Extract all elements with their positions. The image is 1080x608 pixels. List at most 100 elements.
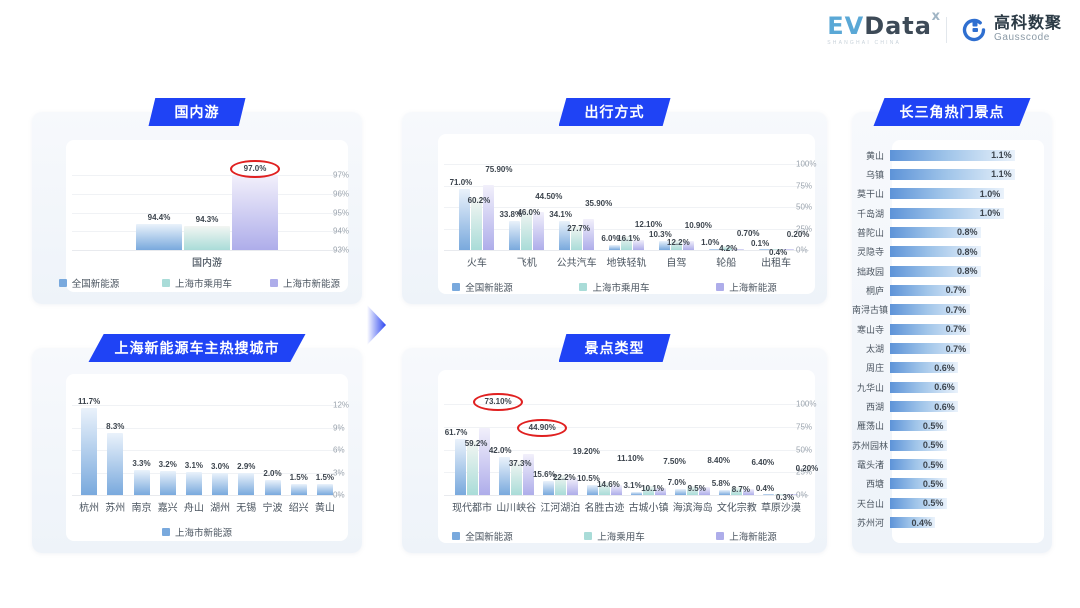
y-tick-label: 25% [796, 467, 813, 477]
attraction-bar-track: 0.7% [890, 343, 1036, 354]
bar-value-label: 0.20% [786, 229, 810, 239]
bar-value-label: 12.2% [667, 237, 690, 247]
gridline [444, 164, 809, 165]
bar [478, 428, 490, 495]
y-tick-label: 3% [333, 468, 345, 478]
bar [583, 219, 595, 250]
x-axis-line [72, 250, 342, 251]
bar-value-label: 61.7% [444, 427, 468, 437]
list-item[interactable]: 九华山 0.6% [852, 380, 1036, 394]
y-tick-label: 97% [333, 170, 350, 180]
bar [316, 483, 333, 495]
list-item[interactable]: 莫干山 1.0% [852, 187, 1036, 201]
attraction-bar [890, 362, 959, 374]
bar-value-label: 94.3% [195, 214, 219, 224]
bar [655, 488, 667, 495]
legend-swatch [161, 528, 170, 536]
list-item[interactable]: 乌镇 1.1% [852, 167, 1036, 181]
attraction-name: 拙政园 [856, 266, 884, 277]
list-item[interactable]: 西湖 0.6% [852, 400, 1036, 414]
x-axis-category-label: 出租车 [761, 258, 792, 269]
list-item[interactable]: 普陀山 0.8% [852, 225, 1036, 239]
legend-item[interactable]: 上海市新能源 [251, 276, 359, 290]
bar-value-label: 7.50% [663, 457, 686, 467]
list-item[interactable]: 鼋头渚 0.5% [852, 458, 1036, 472]
legend-item[interactable]: 上海市新能源 [137, 525, 257, 539]
bar-value-label: 34.1% [549, 209, 572, 219]
legend-item[interactable]: 全国新能源 [417, 529, 549, 543]
x-axis-category-label: 黄山 [314, 503, 335, 514]
gridline [444, 472, 809, 474]
bar-value-label: 11.7% [77, 396, 101, 406]
list-item[interactable]: 千岛湖 1.0% [852, 206, 1036, 220]
attraction-value-label: 0.6% [934, 401, 955, 412]
legend-travel-mode: 全国新能源 上海市乘用车 上海新能源 [402, 280, 827, 294]
list-item[interactable]: 拙政园 0.8% [852, 264, 1036, 278]
bar [542, 480, 554, 495]
list-item[interactable]: 苏州河 0.4% [852, 516, 1036, 530]
x-axis-category-label: 地铁轻轨 [606, 258, 647, 269]
attraction-name: 西湖 [865, 402, 884, 413]
y-tick-label: 50% [796, 445, 813, 454]
bar-value-label: 3.0% [210, 461, 230, 471]
x-axis-category-label: 宁波 [262, 503, 283, 514]
bar [264, 480, 281, 495]
bar-value-label: 12.10% [634, 219, 663, 229]
bar-value-label: 97.0% [243, 164, 267, 174]
chart-hot-search-cities [66, 374, 348, 541]
attraction-value-label: 0.4% [911, 517, 932, 528]
list-item[interactable]: 南浔古镇 0.7% [852, 303, 1036, 317]
attraction-value-label: 1.1% [991, 169, 1012, 180]
legend-item[interactable]: 上海市乘用车 [143, 276, 251, 290]
attraction-name: 普陀山 [856, 227, 884, 238]
attraction-bar [890, 188, 1004, 200]
attraction-name: 天台山 [856, 498, 884, 509]
gausscode-mark-icon [961, 17, 987, 43]
bar [631, 492, 643, 495]
y-tick-label: 0% [796, 245, 808, 255]
y-tick-label: 96% [333, 189, 350, 199]
bar-value-label: 35.90% [585, 199, 613, 209]
legend-item[interactable]: 全国新能源 [35, 276, 143, 290]
attraction-bar [890, 168, 1016, 180]
legend-item[interactable]: 上海新能源 [681, 529, 813, 543]
list-item[interactable]: 天台山 0.5% [852, 496, 1036, 510]
x-axis-category-label: 无锡 [236, 503, 257, 514]
list-item[interactable]: 雁荡山 0.5% [852, 419, 1036, 433]
attraction-bar-track: 1.1% [890, 149, 1036, 161]
bar-value-label: 4.2% [719, 244, 738, 254]
list-item[interactable]: 西塘 0.5% [852, 477, 1036, 491]
y-tick-label: 6% [333, 445, 345, 455]
attraction-name: 苏州园林 [852, 440, 889, 451]
attraction-name: 南浔古镇 [852, 305, 889, 316]
x-axis-category-label: 国内游 [192, 258, 222, 269]
bar [133, 470, 150, 495]
list-item[interactable]: 太湖 0.7% [852, 342, 1036, 356]
attraction-value-label: 0.7% [945, 285, 967, 296]
x-axis-category-label: 文化宗教 [716, 503, 757, 514]
x-axis-category-label: 湖州 [210, 503, 231, 514]
x-axis-category-label: 海滨海岛 [672, 503, 713, 514]
legend-hot-search-cities: 上海市新能源 [32, 525, 362, 539]
list-item[interactable]: 寒山寺 0.7% [852, 322, 1036, 336]
list-item[interactable]: 灵隐寺 0.8% [852, 245, 1036, 259]
bar [522, 454, 534, 495]
attraction-bar-track: 0.7% [890, 323, 1036, 335]
bar-value-label: 16.1% [617, 234, 640, 244]
bar [670, 239, 682, 250]
y-tick-label: 93% [333, 245, 350, 255]
legend-item[interactable]: 上海乘用车 [549, 529, 681, 543]
legend-item[interactable]: 上海新能源 [681, 280, 813, 294]
x-axis-category-label: 杭州 [79, 503, 100, 514]
list-item[interactable]: 黄山 1.1% [852, 148, 1036, 162]
attraction-bar [890, 304, 970, 316]
list-item[interactable]: 桐庐 0.7% [852, 283, 1036, 297]
list-item[interactable]: 苏州园林 0.5% [852, 438, 1036, 452]
legend-item[interactable]: 全国新能源 [417, 280, 549, 294]
legend-swatch [452, 283, 461, 291]
list-item[interactable]: 周庄 0.6% [852, 361, 1036, 375]
bar-value-label: 71.0% [449, 177, 473, 187]
legend-item[interactable]: 上海市乘用车 [549, 280, 681, 294]
bar-value-label: 9.5% [687, 484, 706, 494]
x-axis-category-label: 轮船 [716, 258, 737, 269]
